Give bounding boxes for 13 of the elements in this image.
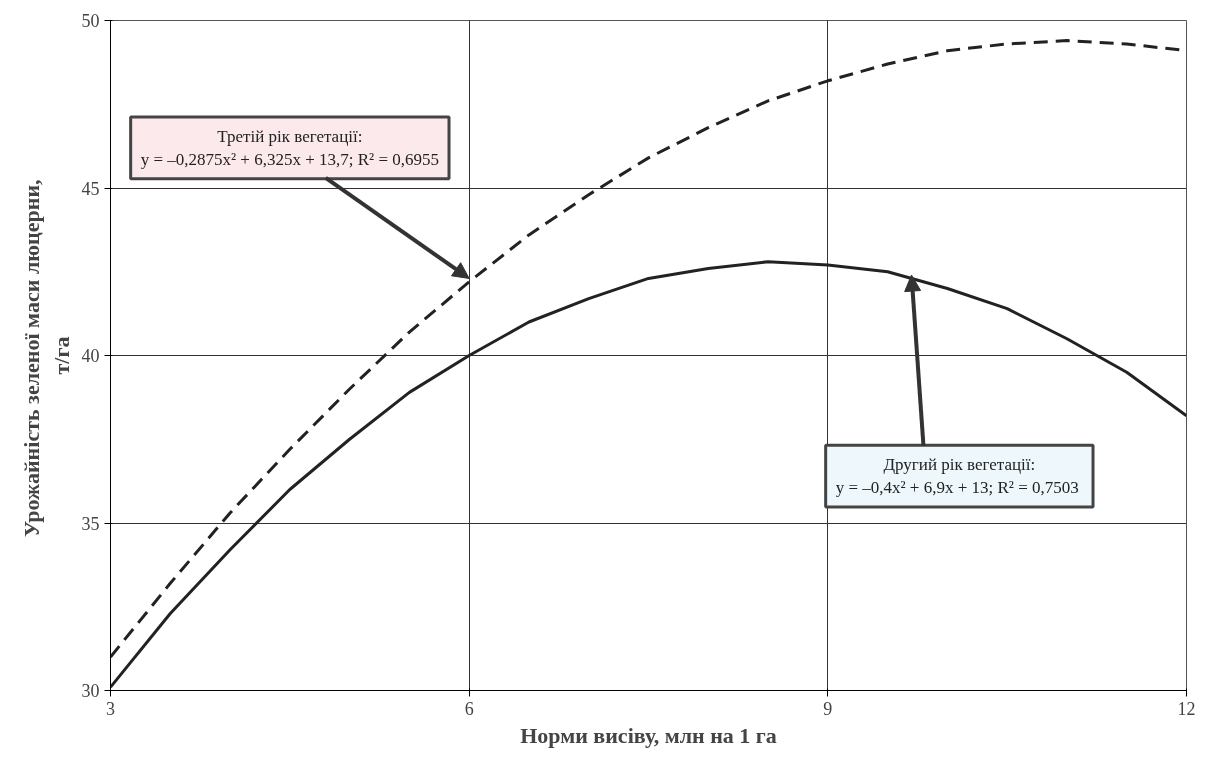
y-tick-label: 35 bbox=[81, 513, 100, 534]
y-axis-title: Урожайність зеленої маси люцерни, т/га bbox=[18, 179, 74, 538]
x-tick-label: 12 bbox=[1177, 698, 1196, 719]
y-tick-label: 45 bbox=[81, 178, 100, 199]
annotation: Третій рік вегетації: y = –0,2875x² + 6,325x + 13,7; R² = 0,6955 bbox=[140, 126, 440, 169]
y-tick-label: 50 bbox=[81, 11, 100, 31]
x-axis-title: Норми висіву, млн на 1 га bbox=[520, 722, 777, 748]
x-tick-label: 6 bbox=[464, 698, 474, 719]
x-tick-label: 9 bbox=[823, 698, 833, 719]
x-tick-label: 3 bbox=[106, 698, 115, 719]
y-tick-label: 30 bbox=[81, 681, 100, 701]
annotation: Другий рік вегетації: y = –0,4x² + 6,9x + 13; R² = 0,7503 bbox=[835, 455, 1079, 497]
y-tick-label: 40 bbox=[81, 346, 100, 366]
